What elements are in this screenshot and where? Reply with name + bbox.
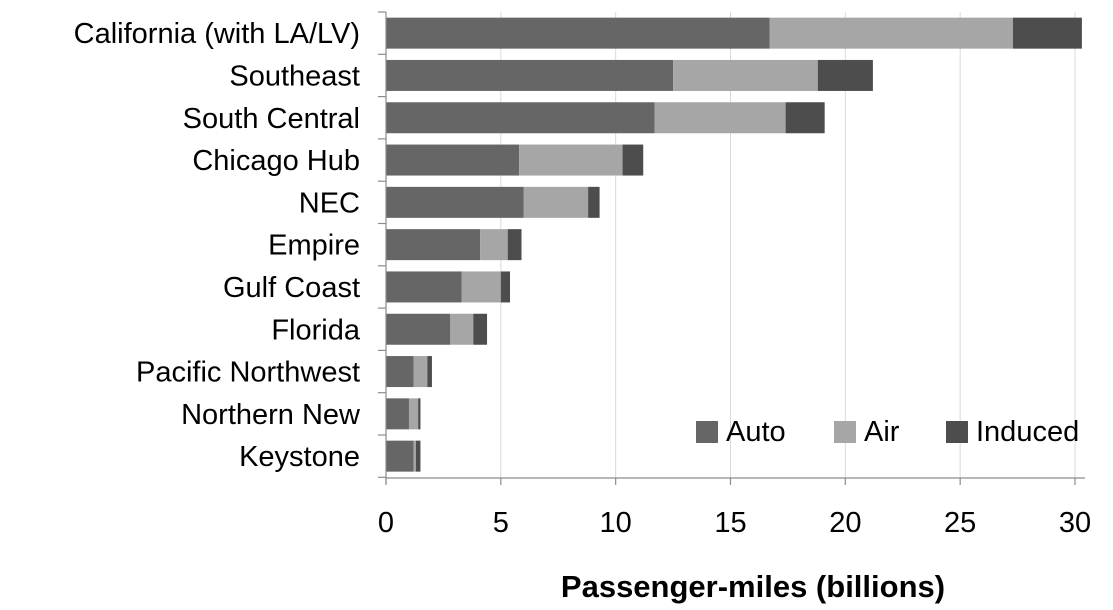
bar-segment-auto [386,398,409,430]
bar-segment-auto [386,186,524,218]
legend-swatch-induced [946,421,968,443]
bar-segment-induced [622,144,644,176]
bar-segment-induced [500,271,511,303]
bar-segment-auto [386,313,451,345]
category-label: Empire [268,230,360,262]
bar-segment-induced [415,440,421,472]
legend-label-air: Air [864,416,900,448]
bar-segment-induced [418,398,421,430]
bar-segment-induced [427,356,432,388]
bar-segment-induced [473,313,488,345]
bar-segment-air [413,440,416,472]
x-tick-label: 0 [378,507,394,539]
x-tick-label: 10 [600,507,632,539]
legend-label-induced: Induced [976,416,1079,448]
bar-segment-auto [386,271,462,303]
x-tick-label: 30 [1059,507,1091,539]
legend-swatch-auto [696,421,718,443]
bar-segment-induced [817,59,873,91]
category-label: Pacific Northwest [136,357,360,389]
category-label: Keystone [239,441,360,473]
legend-label-auto: Auto [726,416,786,448]
bars [386,17,1082,472]
bar-segment-induced [507,229,522,261]
bar-segment-auto [386,440,414,472]
bar-segment-air [769,17,1013,49]
x-tick-label: 25 [944,507,976,539]
bar-segment-auto [386,17,770,49]
category-label: Southeast [229,60,360,92]
bar-segment-air [519,144,623,176]
bar-segment-induced [1012,17,1082,49]
category-label: Northern New [181,399,361,431]
x-tick-label: 5 [493,507,509,539]
bar-segment-air [450,313,474,345]
x-tick-label: 15 [714,507,746,539]
bar-segment-air [408,398,419,430]
category-label: NEC [299,187,360,219]
x-tick-labels: 0 5 10 15 20 25 30 [378,507,1091,539]
legend: Auto Air Induced [696,416,1079,448]
legend-swatch-air [834,421,856,443]
x-axis-title: Passenger-miles (billions) [561,569,945,604]
bar-segment-induced [588,186,600,218]
category-label: Gulf Coast [223,272,360,304]
category-label: South Central [183,103,360,135]
axes [378,11,1085,485]
bar-segment-air [413,356,428,388]
x-tick-label: 20 [829,507,861,539]
category-label: Florida [271,314,361,346]
bar-segment-air [673,59,818,91]
category-labels: California (with LA/LV) Southeast South Ce… [74,18,361,473]
bar-segment-air [480,229,508,261]
bar-segment-auto [386,356,414,388]
bar-segment-air [654,102,786,134]
bar-segment-auto [386,144,520,176]
bar-segment-auto [386,59,674,91]
bar-segment-auto [386,102,655,134]
bar-segment-induced [785,102,825,134]
bar-segment-air [523,186,589,218]
category-label: California (with LA/LV) [74,18,360,50]
bar-segment-air [461,271,501,303]
bar-segment-auto [386,229,481,261]
category-label: Chicago Hub [192,145,360,177]
